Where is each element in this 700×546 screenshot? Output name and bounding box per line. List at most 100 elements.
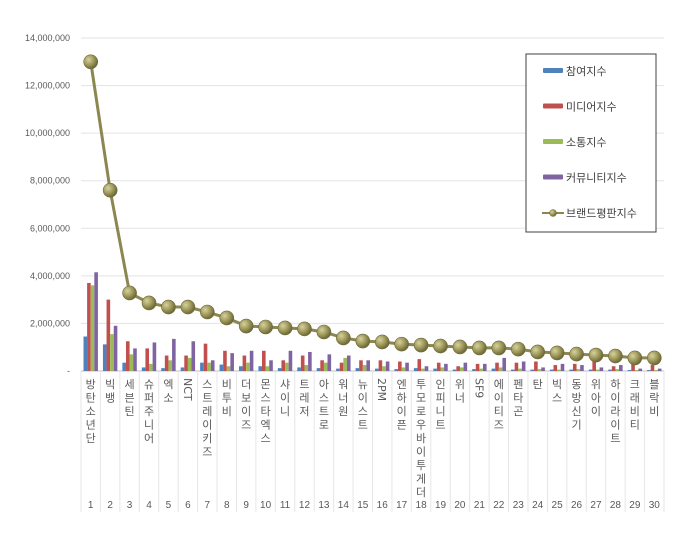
- x-category-label-char: 투: [222, 392, 232, 405]
- x-category-label-char: 아: [591, 392, 601, 405]
- x-category-label-char: 비: [222, 378, 232, 391]
- x-category-label: 2PM: [375, 378, 388, 401]
- x-category-label-char: 티: [494, 405, 504, 418]
- x-category-label-char: 빅: [105, 378, 115, 391]
- bar-2: [149, 363, 153, 371]
- bar-0: [627, 370, 632, 371]
- data-point-marker: [646, 350, 662, 366]
- bar-0: [297, 367, 301, 371]
- bar-3: [230, 353, 234, 371]
- legend-label: 소통지수: [566, 136, 606, 149]
- x-category-label-char: 게: [416, 473, 426, 486]
- bar-0: [647, 370, 651, 371]
- bar-0: [472, 369, 476, 371]
- line-series-brand-index: [83, 54, 662, 366]
- bar-1: [125, 341, 130, 371]
- x-category-label-char: 원: [338, 405, 348, 418]
- bar-2: [498, 367, 503, 371]
- x-category-label-char: 래: [630, 392, 640, 405]
- bar-0: [122, 362, 126, 371]
- x-category-label-char: 방: [571, 392, 581, 405]
- bar-2: [343, 357, 347, 371]
- x-category-label-char: 스: [202, 378, 212, 391]
- data-point-marker: [277, 320, 293, 336]
- y-tick-label: 2,000,000: [30, 318, 70, 328]
- bar-2: [557, 369, 561, 371]
- data-point-marker: [608, 348, 623, 364]
- bar-0: [102, 344, 107, 371]
- legend-swatch-icon: [543, 139, 563, 144]
- bar-1: [650, 365, 655, 371]
- bar-3: [599, 367, 604, 371]
- legend-item: 미디어지수: [543, 101, 617, 114]
- x-category-label-char: 탄: [533, 378, 543, 391]
- x-rank-label: 23: [513, 500, 525, 511]
- x-category-label-char: 레: [202, 405, 212, 418]
- bar-1: [164, 355, 169, 371]
- x-category: 샤이니 11: [280, 378, 291, 511]
- bar-0: [238, 366, 243, 371]
- y-tick-label: 4,000,000: [30, 271, 70, 281]
- x-category-label-char: 년: [86, 419, 96, 432]
- bar-3: [210, 360, 215, 371]
- bar-0: [491, 368, 496, 371]
- x-rank-label: 13: [318, 500, 330, 511]
- x-rank-label: 19: [435, 500, 447, 511]
- x-category-label-char: 위: [455, 378, 465, 391]
- bar-3: [482, 363, 487, 371]
- x-category-label-char: 보: [241, 392, 251, 405]
- bar-2: [207, 362, 211, 371]
- bar-0: [608, 369, 612, 371]
- data-point-marker: [588, 347, 604, 363]
- x-category-label-char: 즈: [494, 419, 504, 432]
- bar-3: [366, 360, 370, 371]
- x-category-label-char: 퍼: [144, 392, 154, 405]
- x-category-label-char: 트: [358, 419, 368, 432]
- x-rank-label: 8: [224, 500, 230, 511]
- x-category-label-char: 니: [435, 405, 445, 418]
- x-rank-label: 9: [243, 500, 249, 511]
- bar-3: [424, 366, 429, 371]
- legend-label: 커뮤니티지수: [566, 172, 627, 185]
- bar-3: [638, 368, 643, 371]
- bar-0: [452, 369, 457, 371]
- bar-1: [572, 363, 577, 371]
- bar-2: [459, 367, 464, 371]
- bar-2: [518, 368, 522, 371]
- legend-swatch-icon: [543, 68, 563, 73]
- x-category-label-char: 트: [202, 392, 212, 405]
- x-category-label-char: 슈: [144, 378, 154, 391]
- bar-3: [133, 348, 137, 371]
- x-category-label-char: 이: [416, 446, 426, 459]
- bar-2: [421, 368, 425, 371]
- bar-1: [184, 355, 188, 371]
- data-point-marker: [161, 299, 176, 315]
- x-category: 빅뱅 2: [105, 378, 115, 511]
- y-tick-label: 6,000,000: [30, 223, 70, 233]
- y-tick-label: 8,000,000: [30, 176, 70, 186]
- bar-0: [355, 368, 360, 371]
- x-category-label-char: 락: [649, 392, 659, 405]
- bar-2: [129, 354, 134, 371]
- x-category-label-char: 저: [299, 405, 309, 418]
- bar-0: [180, 367, 185, 371]
- bar-2: [285, 362, 289, 371]
- legend-item: 참여지수: [543, 65, 606, 78]
- bar-1: [203, 343, 208, 371]
- x-category-label-char: 샤: [280, 378, 290, 391]
- bar-3: [308, 351, 312, 371]
- x-category-label-char: 스: [552, 392, 562, 405]
- data-point-marker: [433, 338, 448, 354]
- bar-0: [511, 369, 515, 371]
- x-category-label-char: 엑: [261, 419, 271, 432]
- x-category-label-char: 더: [241, 378, 251, 391]
- legend-swatch-icon: [543, 174, 563, 180]
- x-category-label-char: 탄: [86, 392, 96, 405]
- x-category-label-char: 비: [649, 405, 659, 418]
- x-category-label-char: 펜: [513, 378, 523, 391]
- bar-1: [262, 350, 266, 371]
